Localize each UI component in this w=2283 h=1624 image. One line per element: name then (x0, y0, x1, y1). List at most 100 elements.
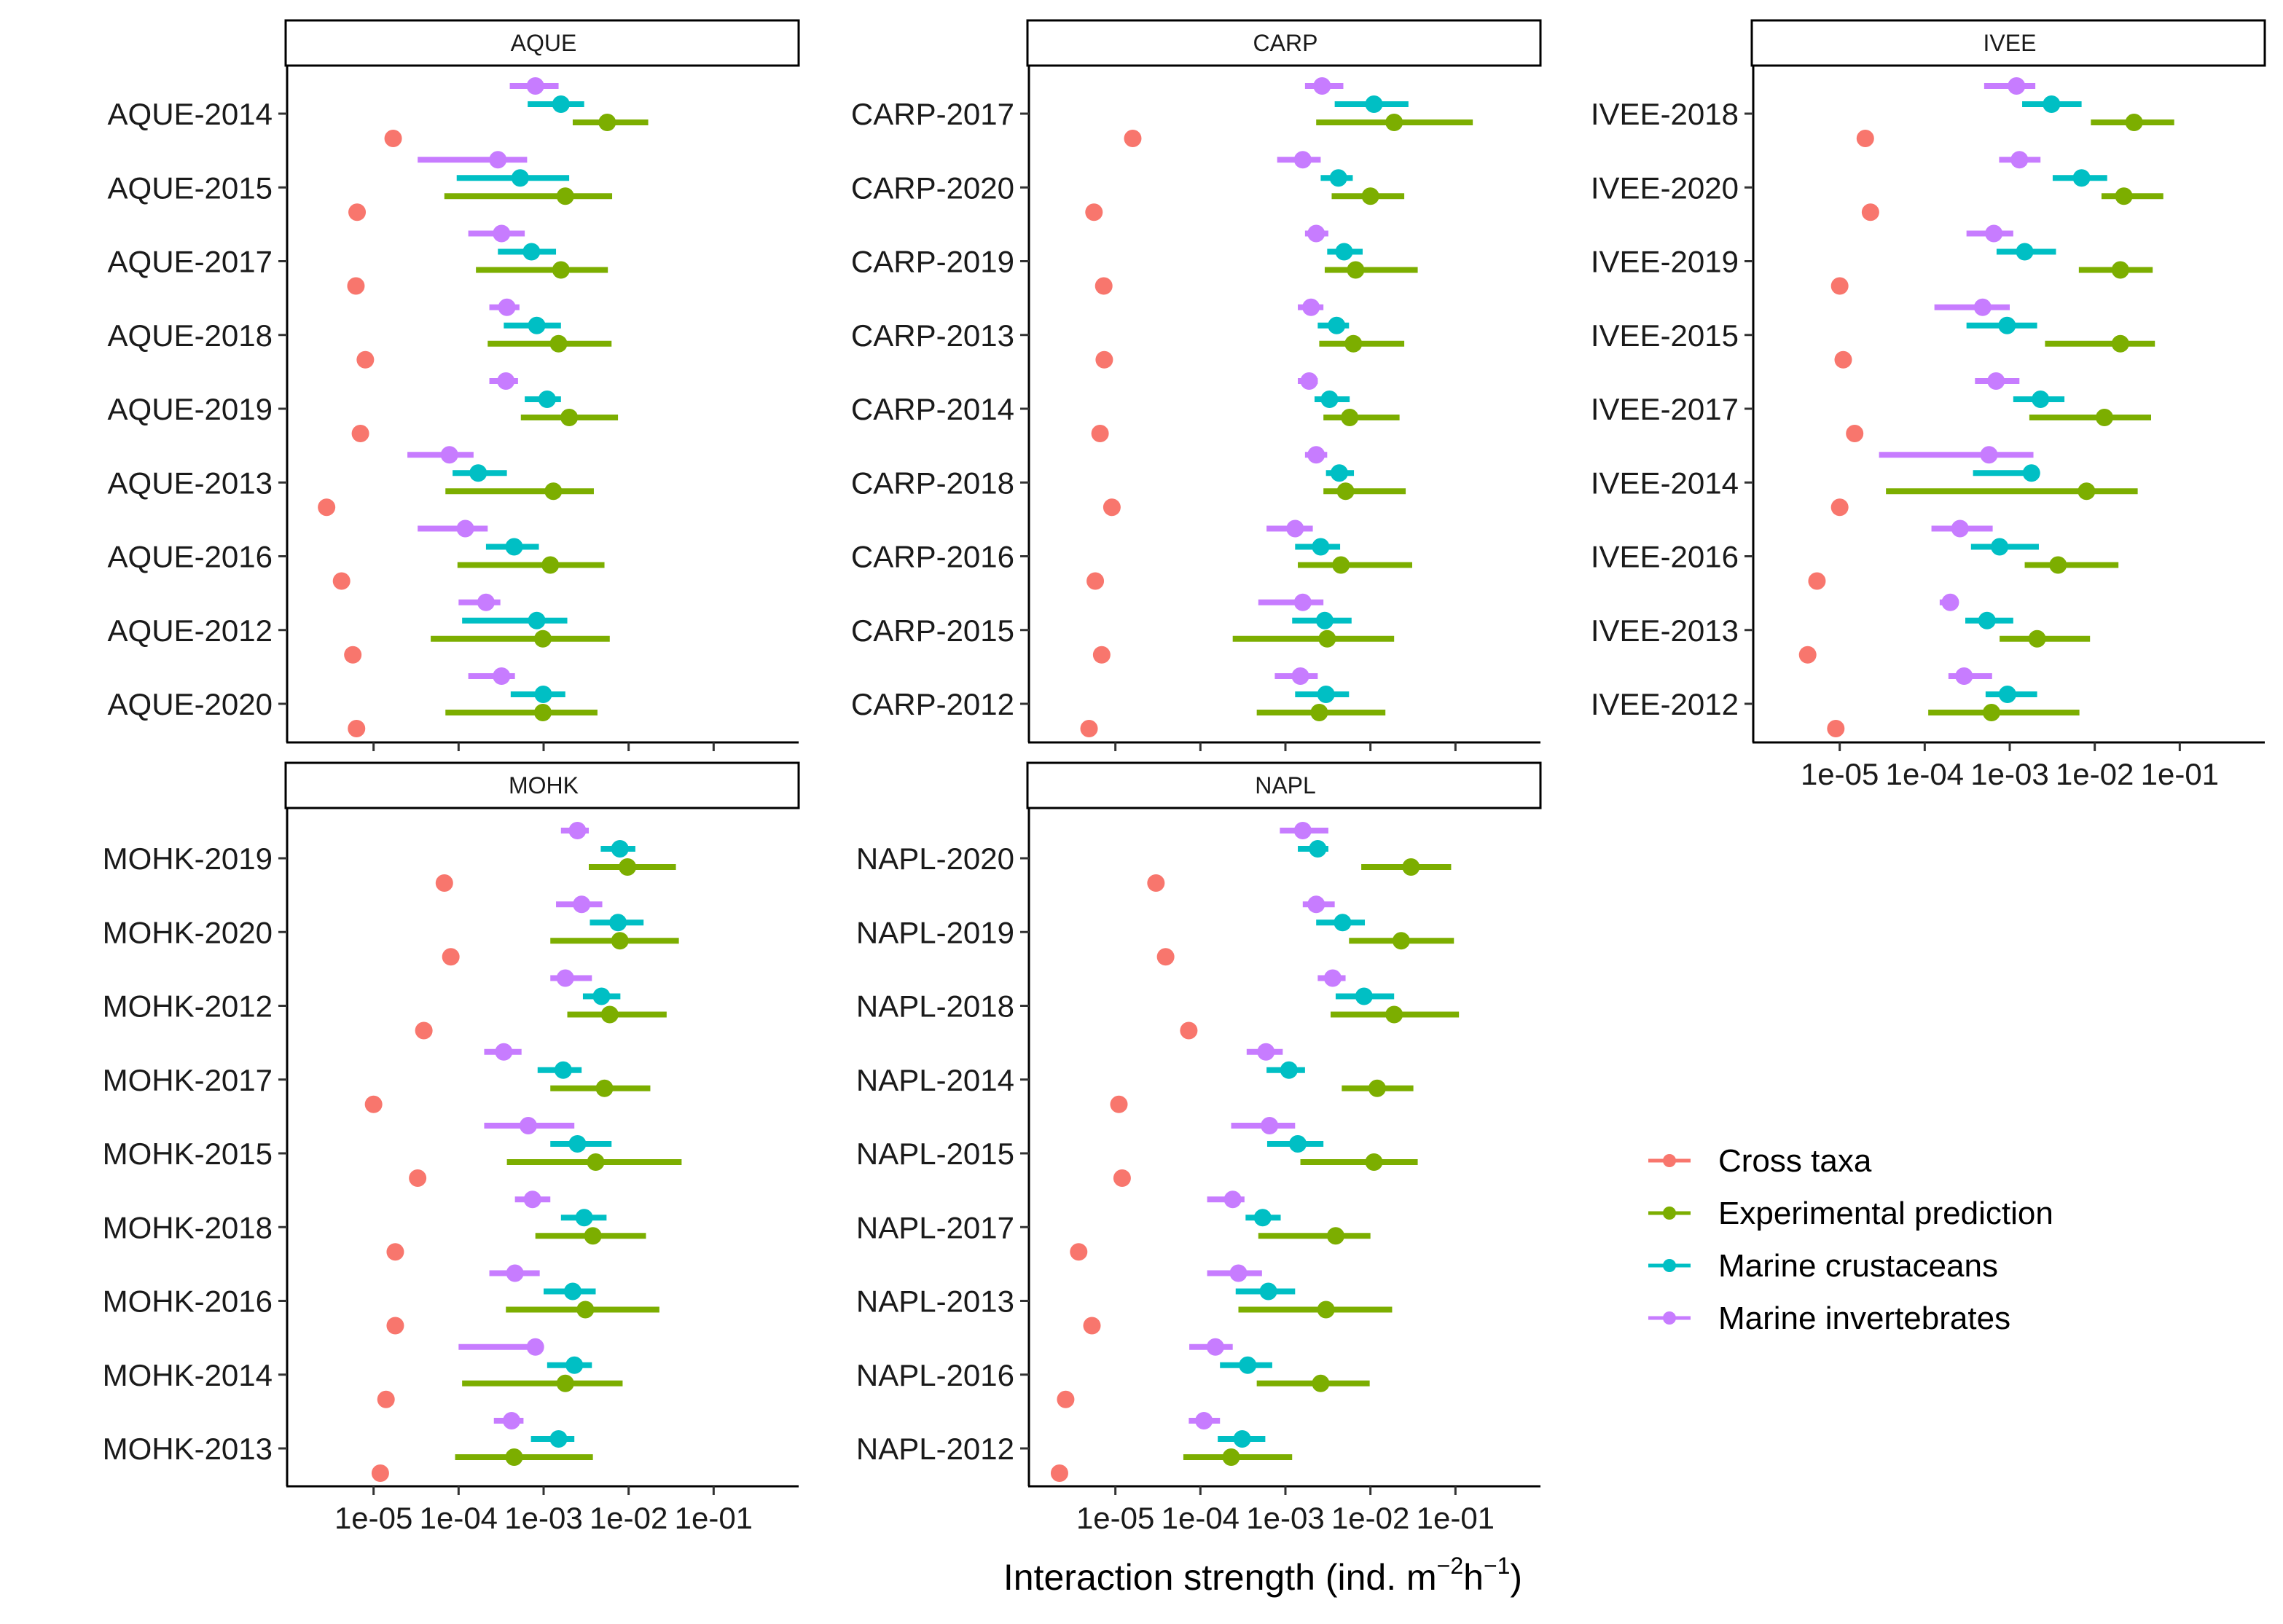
crust-point (1978, 611, 1996, 629)
row-napl-2019: NAPL-2019 (856, 895, 1454, 966)
y-tick-label: AQUE-2014 (108, 97, 273, 131)
crust-point (1330, 464, 1348, 482)
inv-point (1293, 151, 1312, 169)
inv-point (1286, 519, 1304, 538)
exp-point (2125, 114, 2143, 131)
inv-point (506, 1264, 524, 1282)
y-tick-label: IVEE-2014 (1591, 466, 1739, 500)
y-tick-label: AQUE-2017 (108, 245, 273, 279)
crust-point (1998, 686, 2016, 703)
row-napl-2020: NAPL-2020 (856, 822, 1452, 892)
crust-point (609, 914, 627, 932)
row-ivee-2015: IVEE-2015 (1591, 298, 2155, 369)
exp-point (533, 629, 552, 648)
exp-point (1318, 629, 1336, 648)
legend-key-point (1663, 1207, 1676, 1220)
inv-point (1300, 372, 1318, 390)
exp-point (595, 1079, 614, 1097)
x-axis-title: Interaction strength (ind. m−2h−1) (1003, 1553, 1522, 1598)
exp-point (576, 1301, 595, 1319)
crust-point (1312, 538, 1330, 556)
exp-point (544, 482, 563, 501)
cross-point (348, 203, 367, 221)
y-tick-label: MOHK-2012 (103, 989, 273, 1024)
y-tick-label: IVEE-2012 (1591, 687, 1739, 721)
inv-point (523, 1190, 541, 1209)
y-tick-label: CARP-2012 (851, 687, 1014, 721)
row-aque-2019: AQUE-2019 (108, 372, 619, 442)
crust-point (1355, 987, 1373, 1005)
row-carp-2019: CARP-2019 (851, 224, 1418, 295)
y-tick-label: NAPL-2020 (856, 842, 1014, 876)
inv-point (1955, 667, 1973, 685)
row-mohk-2019: MOHK-2019 (103, 822, 676, 892)
y-tick-label: MOHK-2020 (103, 915, 273, 949)
exp-point (549, 334, 568, 353)
y-tick-label: NAPL-2019 (856, 915, 1014, 949)
crust-point (511, 169, 529, 187)
inv-point (1307, 224, 1325, 243)
row-mohk-2016: MOHK-2016 (103, 1264, 659, 1335)
exp-point (1344, 334, 1363, 353)
exp-point (1982, 704, 2000, 721)
cross-point (351, 425, 369, 442)
row-napl-2012: NAPL-2012 (856, 1412, 1293, 1482)
y-tick-label: NAPL-2012 (856, 1432, 1014, 1466)
inv-point (489, 151, 507, 169)
y-tick-label: AQUE-2012 (108, 613, 273, 648)
inv-point (497, 372, 515, 390)
row-ivee-2013: IVEE-2013 (1591, 593, 2091, 664)
crust-point (2043, 95, 2061, 113)
x-tick-label: 1e-03 (1970, 757, 2048, 791)
exp-point (600, 1005, 619, 1024)
exp-point (1336, 482, 1355, 501)
exp-point (505, 1448, 523, 1466)
cross-point (344, 646, 362, 664)
inv-point (1223, 1190, 1242, 1209)
strip-label: CARP (1253, 30, 1318, 56)
inv-point (2010, 151, 2029, 169)
y-tick-label: AQUE-2019 (108, 392, 273, 426)
cross-point (1070, 1243, 1088, 1261)
exp-point (611, 932, 629, 950)
row-ivee-2012: IVEE-2012 (1591, 667, 2080, 737)
legend-item: Cross taxa (1648, 1143, 1872, 1179)
inv-point (1985, 224, 2003, 243)
row-carp-2020: CARP-2020 (851, 151, 1405, 221)
crust-point (2016, 243, 2034, 261)
cross-point (1110, 1095, 1128, 1113)
row-aque-2013: AQUE-2013 (108, 446, 594, 517)
legend-label: Marine crustaceans (1718, 1248, 1998, 1284)
exp-point (1385, 114, 1403, 131)
inv-point (568, 822, 587, 839)
crust-point (1335, 243, 1353, 261)
cross-point (1057, 1390, 1075, 1408)
legend-item: Marine crustaceans (1648, 1248, 1998, 1284)
inv-point (1257, 1043, 1275, 1061)
inv-point (1313, 77, 1331, 95)
crust-point (1233, 1430, 1251, 1448)
crust-point (549, 1430, 568, 1448)
y-tick-label: IVEE-2018 (1591, 97, 1739, 131)
cross-point (377, 1390, 395, 1408)
cross-point (356, 350, 375, 369)
strip-aque (284, 19, 800, 67)
exp-point (619, 858, 637, 876)
inv-point (573, 895, 591, 914)
y-tick-label: IVEE-2020 (1591, 170, 1739, 205)
cross-point (1083, 1317, 1101, 1335)
inv-point (1302, 298, 1320, 316)
cross-point (1080, 720, 1098, 737)
row-carp-2017: CARP-2017 (851, 77, 1473, 147)
x-tick-label: 1e-04 (420, 1501, 498, 1535)
exp-point (2095, 409, 2113, 426)
legend-key-point (1663, 1154, 1676, 1167)
row-ivee-2016: IVEE-2016 (1591, 519, 2119, 590)
y-tick-label: MOHK-2018 (103, 1210, 273, 1244)
row-aque-2020: AQUE-2020 (108, 667, 598, 737)
inv-point (2008, 77, 2026, 95)
y-tick-label: CARP-2016 (851, 540, 1014, 574)
y-tick-label: IVEE-2016 (1591, 540, 1739, 574)
inv-point (456, 519, 474, 538)
inv-point (1293, 593, 1312, 611)
